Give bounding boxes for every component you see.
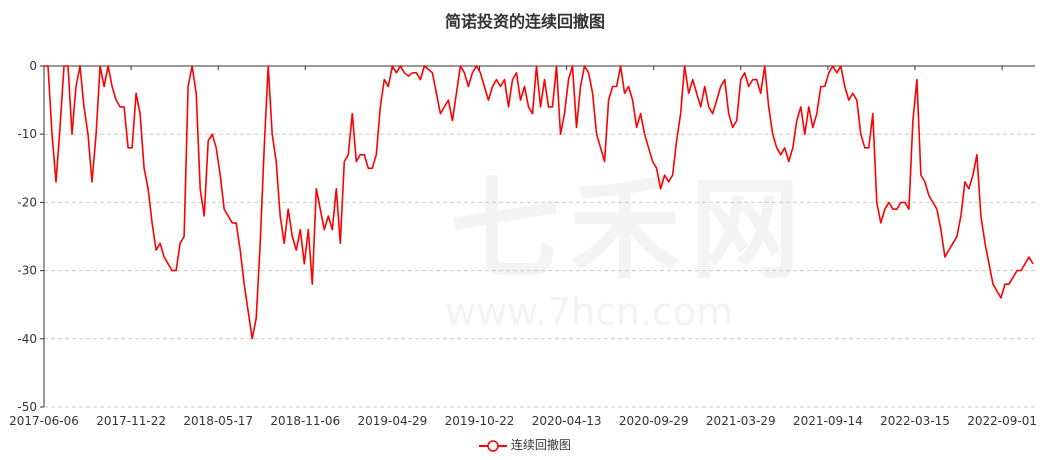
legend[interactable]: 连续回撤图 [0, 436, 1050, 453]
x-tick-label: 2017-06-06 [9, 414, 79, 428]
legend-line-circle-icon [479, 439, 508, 452]
x-tick-label: 2020-09-29 [619, 414, 689, 428]
y-tick-label: -40 [17, 332, 37, 346]
x-tick-label: 2021-09-14 [793, 414, 863, 428]
y-tick-label: -10 [17, 127, 37, 141]
y-tick-label: -20 [17, 195, 37, 209]
series-line-drawdown [44, 65, 1034, 340]
x-tick-label: 2017-11-22 [96, 414, 166, 428]
y-tick-label: -50 [17, 400, 37, 414]
x-tick-label: 2018-05-17 [183, 414, 253, 428]
chart-title: 简诺投资的连续回撤图 [444, 12, 605, 31]
x-tick-label: 2020-04-13 [532, 414, 602, 428]
y-axis: 0 -10 -20 -30 -40 -50 [17, 59, 45, 414]
y-tick-label: 0 [29, 59, 37, 73]
y-tick-label: -30 [17, 264, 37, 278]
grid-lines [44, 133, 1035, 408]
x-tick-label: 2019-10-22 [445, 414, 515, 428]
legend-label: 连续回撤图 [510, 438, 571, 452]
x-tick-label: 2021-03-29 [706, 414, 776, 428]
x-tick-label: 2022-09-01 [967, 414, 1037, 428]
x-tick-label: 2019-04-29 [358, 414, 428, 428]
x-axis: 2017-06-06 2017-11-22 2018-05-17 2018-11-06… [9, 65, 1037, 428]
x-tick-label: 2018-11-06 [270, 414, 340, 428]
x-tick-label: 2022-03-15 [880, 414, 950, 428]
